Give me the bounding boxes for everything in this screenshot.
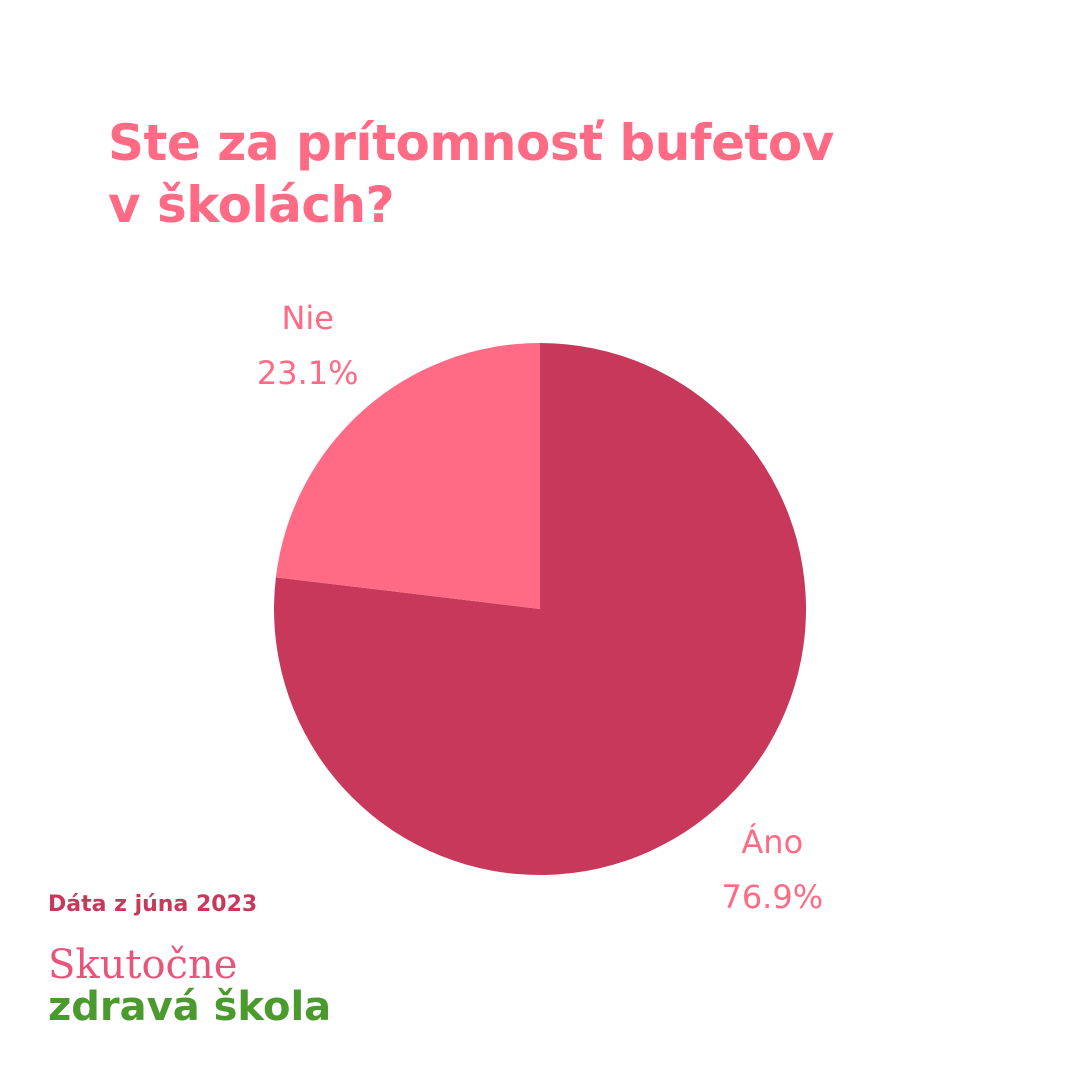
- pie-slice: [275, 343, 540, 609]
- value-label: 23.1%: [257, 354, 359, 392]
- chart-title: Ste za prítomnosť bufetov v školách?: [108, 114, 834, 234]
- brand-line: zdravá škola: [48, 984, 332, 1030]
- slice-label: Áno: [741, 823, 803, 861]
- slice-label: Nie: [281, 299, 334, 337]
- brand-line: Skutočne: [48, 942, 238, 988]
- value-label: 76.9%: [721, 878, 823, 916]
- source-note: Dáta z júna 2023: [48, 892, 258, 917]
